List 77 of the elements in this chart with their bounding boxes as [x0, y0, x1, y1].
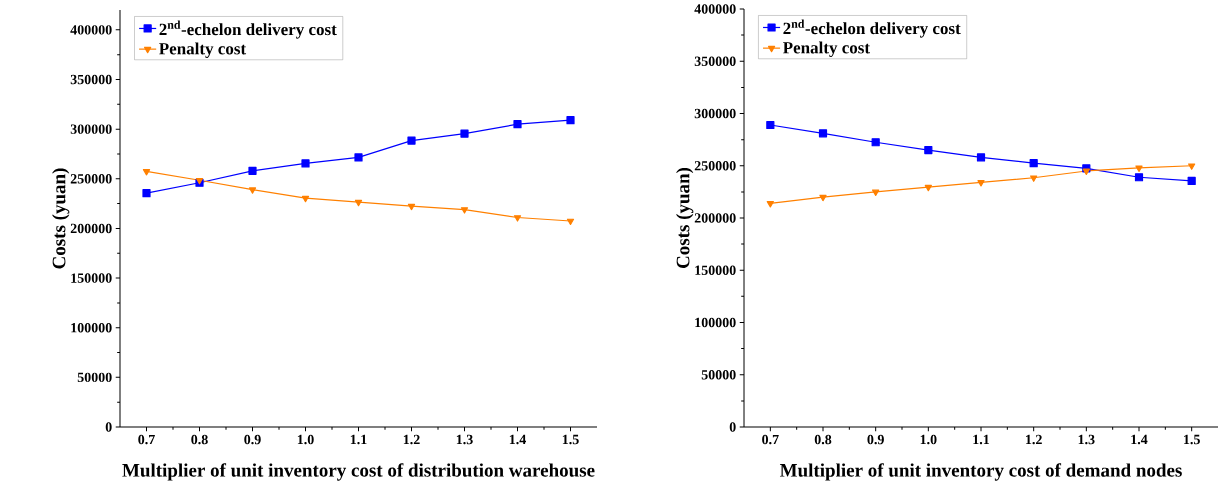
- y-axis-title: Costs (yuan): [676, 167, 694, 269]
- x-tick-label: 1.4: [1131, 434, 1148, 445]
- y-tick-label: 400000: [694, 4, 736, 14]
- y-tick-label: 300000: [694, 108, 736, 119]
- point: [301, 195, 310, 203]
- point: [766, 120, 775, 130]
- y-tick-label: 300000: [70, 124, 112, 134]
- x-tick-label: 1.3: [1078, 434, 1095, 445]
- point: [872, 189, 880, 196]
- point: [513, 120, 522, 129]
- point: [354, 153, 363, 162]
- point: [924, 184, 932, 192]
- point: [1030, 175, 1038, 182]
- point: [566, 218, 575, 226]
- y-tick-label: 50000: [701, 370, 736, 380]
- y-tick-label: 150000: [71, 273, 112, 283]
- point: [142, 189, 151, 198]
- point: [566, 116, 575, 125]
- x-tick-label: 0.9: [867, 434, 884, 445]
- y-tick-label: 350000: [70, 74, 112, 85]
- x-axis-title: Multiplier of unit inventory cost of distribution warehouse: [122, 463, 595, 481]
- legend-label: 2$^{nd}$-echelon delivery cost: [159, 20, 337, 39]
- x-tick-label: 0.8: [814, 434, 832, 445]
- x-tick-label: 1.0: [297, 434, 314, 445]
- x-tick-label: 0.7: [138, 434, 155, 445]
- point: [766, 201, 774, 208]
- y-tick-label: 150000: [695, 265, 736, 275]
- point: [460, 129, 469, 138]
- y-tick-label: 50000: [77, 372, 112, 383]
- x-tick-label: 1.5: [1184, 434, 1200, 445]
- point: [871, 138, 880, 147]
- point: [976, 153, 986, 162]
- point: [1029, 159, 1038, 168]
- x-tick-label: 1.3: [456, 434, 473, 445]
- y-tick-label: 350000: [694, 56, 736, 66]
- x-axis-title: Multiplier of unit inventory cost of demand nodes: [779, 463, 1182, 481]
- y-tick-label: 200000: [70, 223, 112, 234]
- y-tick-label: 0: [105, 422, 112, 432]
- x-tick-label: 0.8: [191, 434, 208, 445]
- point: [1188, 163, 1196, 170]
- point: [513, 215, 522, 222]
- point: [142, 168, 151, 176]
- point: [977, 180, 985, 187]
- point: [354, 199, 363, 207]
- x-tick-label: 1.1: [350, 434, 367, 445]
- point: [407, 136, 416, 145]
- x-tick-label: 1.0: [920, 434, 937, 445]
- y-tick-label: 100000: [71, 322, 112, 333]
- point: [924, 145, 933, 155]
- point: [248, 166, 257, 175]
- x-tick-label: 0.9: [244, 434, 261, 445]
- y-tick-label: 250000: [694, 161, 736, 171]
- y-tick-label: 250000: [70, 174, 112, 184]
- point: [460, 207, 469, 214]
- point: [1082, 168, 1090, 176]
- y-tick-label: 100000: [695, 317, 736, 328]
- x-tick-label: 1.1: [973, 434, 990, 445]
- legend-label: Penalty cost: [783, 41, 870, 57]
- x-tick-label: 1.5: [562, 434, 579, 445]
- y-tick-label: 400000: [70, 25, 112, 35]
- x-tick-label: 1.2: [1026, 434, 1042, 445]
- point: [407, 203, 416, 211]
- point: [1187, 176, 1196, 185]
- x-tick-label: 1.4: [509, 434, 526, 445]
- x-tick-label: 1.2: [403, 434, 420, 445]
- y-tick-label: 200000: [694, 213, 736, 223]
- point: [1135, 165, 1143, 172]
- point: [819, 194, 827, 202]
- y-tick-label: 0: [729, 422, 736, 432]
- point: [248, 187, 257, 194]
- point: [1134, 173, 1144, 182]
- legend-label: 2$^{nd}$-echelon delivery cost: [783, 19, 961, 38]
- point: [301, 159, 310, 168]
- legend-label: Penalty cost: [159, 42, 247, 58]
- point: [818, 129, 828, 138]
- x-tick-label: 0.7: [762, 434, 779, 445]
- y-axis-title: Costs (yuan): [52, 168, 70, 269]
